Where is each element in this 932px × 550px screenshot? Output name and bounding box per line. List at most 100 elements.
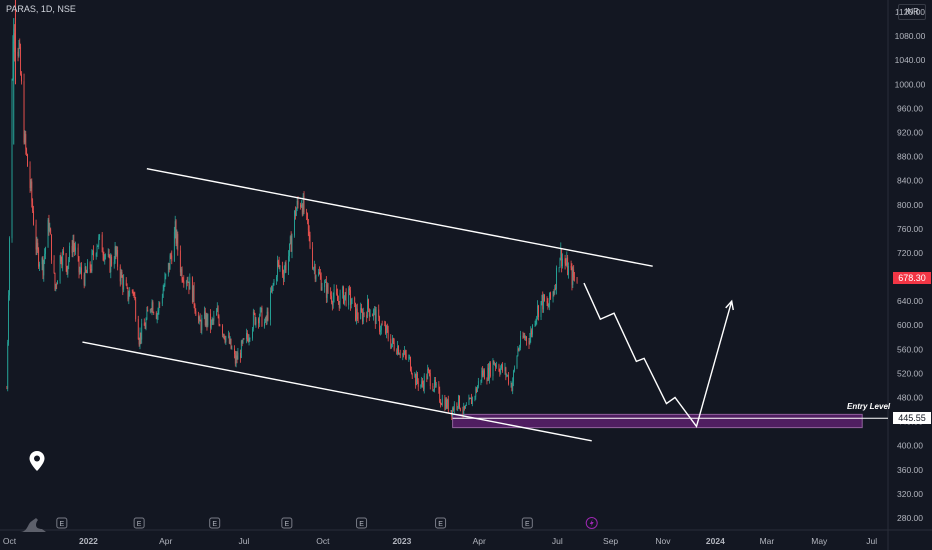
candle-body: [181, 269, 183, 281]
candle-body: [126, 285, 128, 288]
candle-body: [561, 248, 563, 267]
candle-body: [402, 353, 404, 356]
candle-body: [386, 325, 388, 331]
earnings-marker-label: E: [525, 521, 530, 528]
candle-body: [514, 367, 515, 371]
candle-body: [489, 363, 490, 380]
candle-body: [410, 357, 411, 371]
candle-body: [89, 262, 91, 270]
candle-body: [530, 330, 532, 339]
candle-body: [122, 277, 124, 290]
candle-body: [194, 304, 196, 312]
candle-body: [183, 281, 185, 284]
candle-body: [296, 200, 298, 210]
map-pin-icon[interactable]: [28, 450, 46, 472]
candle-body: [408, 357, 410, 359]
candle-body: [191, 277, 193, 303]
candle-body: [195, 311, 197, 316]
candle-body: [282, 266, 283, 275]
candle-body: [224, 338, 226, 342]
candle-body: [7, 342, 9, 389]
y-tick-label: 760.00: [897, 224, 923, 234]
candle-body: [109, 255, 111, 273]
candle-body: [143, 323, 145, 326]
candle-body: [471, 397, 473, 405]
candle-body: [301, 204, 302, 207]
candle-body: [459, 408, 461, 411]
candle-body: [538, 305, 539, 318]
y-tick-label: 1120.00: [895, 7, 925, 17]
candle-body: [197, 315, 199, 320]
candle-body: [213, 315, 215, 321]
candle-body: [534, 324, 536, 326]
candle-body: [319, 274, 321, 277]
candle-body: [198, 317, 200, 320]
candle-body: [237, 352, 239, 360]
candle-body: [414, 374, 416, 376]
candle-body: [200, 321, 202, 331]
candle-body: [457, 406, 459, 408]
candle-body: [98, 237, 100, 246]
candle-body: [324, 282, 326, 288]
candle-body: [477, 386, 478, 392]
candle-body: [179, 250, 181, 273]
candle-body: [255, 318, 257, 325]
candle-body: [49, 228, 51, 231]
candle-body: [193, 285, 195, 305]
earnings-marker-icon[interactable]: [133, 517, 145, 529]
candle-body: [162, 289, 164, 298]
earnings-marker-icon[interactable]: [209, 517, 221, 529]
candle-body: [57, 281, 58, 285]
earnings-marker-icon[interactable]: [56, 517, 68, 529]
candle-body: [168, 263, 170, 270]
candle-body: [468, 398, 470, 405]
candle-body: [483, 370, 485, 380]
candle-body: [229, 338, 231, 344]
y-tick-label: 800.00: [897, 200, 923, 210]
candle-body: [170, 255, 172, 257]
candle-body: [403, 353, 405, 355]
candle-body: [20, 46, 22, 75]
candle-body: [506, 375, 508, 376]
candle-body: [474, 396, 476, 398]
candle-body: [60, 255, 62, 262]
currency-button[interactable]: INR: [898, 4, 926, 20]
candle-body: [234, 348, 235, 355]
candle-body: [223, 334, 225, 339]
candle-body: [152, 302, 154, 313]
candle-body: [38, 249, 40, 267]
candle-body: [247, 337, 249, 342]
candle-body: [159, 303, 161, 304]
earnings-marker-icon[interactable]: [435, 517, 447, 529]
candle-body: [230, 338, 232, 349]
candle-body: [552, 291, 554, 299]
candle-body: [140, 332, 142, 340]
candle-body: [326, 284, 328, 298]
candle-body: [218, 316, 220, 325]
candle-body: [366, 314, 368, 318]
earnings-marker-icon[interactable]: [521, 517, 533, 529]
candle-body: [350, 303, 352, 306]
candle-body: [548, 305, 550, 308]
candle-body: [343, 286, 344, 304]
candle-body: [510, 383, 512, 384]
candle-body: [362, 311, 363, 322]
candle-body: [447, 399, 449, 411]
candle-body: [524, 335, 526, 339]
candle-body: [243, 338, 245, 340]
candle-body: [477, 381, 479, 387]
candle-body: [553, 291, 555, 294]
candle-body: [80, 267, 82, 271]
candle-body: [356, 308, 358, 317]
candle-body: [526, 336, 527, 342]
candle-body: [558, 267, 560, 269]
earnings-marker-icon[interactable]: [281, 517, 293, 529]
candle-body: [101, 234, 103, 253]
candle-body: [96, 246, 98, 254]
x-tick-label: 2023: [392, 536, 411, 546]
candle-body: [149, 309, 151, 312]
candle-body: [498, 365, 500, 371]
earnings-marker-icon[interactable]: [356, 517, 368, 529]
candle-body: [555, 287, 557, 289]
